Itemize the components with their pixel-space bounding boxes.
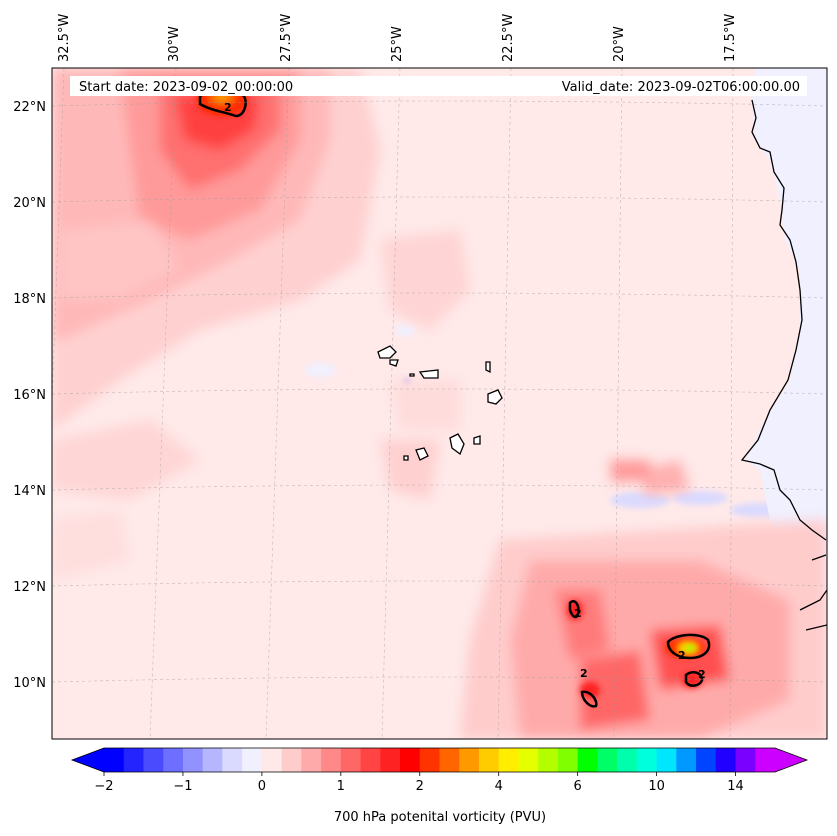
colorbar-segment bbox=[636, 748, 658, 772]
cape-verde-islands bbox=[377, 345, 503, 461]
map-frame bbox=[51, 67, 828, 740]
colorbar-segment bbox=[755, 748, 776, 772]
colorbar-segment bbox=[261, 748, 283, 772]
colorbar-segment bbox=[538, 748, 559, 772]
colorbar-segment bbox=[518, 748, 539, 772]
colorbar-segment bbox=[676, 748, 697, 772]
colorbar-segment bbox=[242, 748, 263, 772]
lon-label: 22.5°W bbox=[501, 14, 516, 62]
lat-label: 22°N bbox=[13, 100, 46, 115]
colorbar-segment bbox=[735, 748, 756, 772]
contour-label: 2 bbox=[678, 649, 686, 662]
start-date-label: Start date: 2023-09-02_00:00:00 bbox=[79, 80, 293, 95]
colorbar-tick-label: 2 bbox=[416, 779, 424, 794]
colorbar-segment bbox=[715, 748, 737, 772]
colorbar-segment bbox=[163, 748, 184, 772]
colorbar-segment bbox=[696, 748, 717, 772]
lat-label: 16°N bbox=[13, 388, 46, 403]
valid-date-label: Valid_date: 2023-09-02T06:00:00.00 bbox=[562, 80, 800, 95]
colorbar-extend-max bbox=[775, 748, 807, 772]
coastline-africa bbox=[740, 99, 827, 631]
colorbar-segment bbox=[360, 748, 381, 772]
colorbar-segment bbox=[577, 748, 598, 772]
colorbar-extend-min bbox=[72, 748, 104, 772]
colorbar-segment bbox=[182, 748, 204, 772]
colorbar-tick-label: −1 bbox=[173, 779, 192, 794]
colorbar-tick-label: 6 bbox=[574, 779, 582, 794]
graticule bbox=[52, 68, 827, 739]
pv-field-northwest bbox=[52, 68, 380, 580]
colorbar-segment bbox=[104, 748, 125, 772]
colorbar-segment bbox=[222, 748, 243, 772]
pv-contours-2-southeast bbox=[568, 599, 711, 708]
lon-label: 32.5°W bbox=[57, 14, 72, 62]
colorbar-ticks: −2 −1 0 1 2 4 6 10 14 bbox=[94, 772, 744, 794]
lat-label: 12°N bbox=[13, 580, 46, 595]
colorbar-segment bbox=[557, 748, 579, 772]
colorbar-segment bbox=[321, 748, 342, 772]
longitude-labels: 32.5°W 30°W 27.5°W 25°W 22.5°W 20°W 17.5… bbox=[57, 14, 738, 62]
lon-label: 17.5°W bbox=[723, 14, 738, 62]
colorbar-segment bbox=[400, 748, 421, 772]
colorbar-tick-label: 4 bbox=[495, 779, 503, 794]
colorbar-segment bbox=[419, 748, 440, 772]
colorbar-segment bbox=[340, 748, 362, 772]
colorbar-tick-label: 1 bbox=[337, 779, 345, 794]
contour-label: 2 bbox=[224, 101, 232, 114]
lat-label: 10°N bbox=[13, 676, 46, 691]
colorbar-segment bbox=[459, 748, 480, 772]
colorbar-tick-label: 0 bbox=[258, 779, 266, 794]
contour-label: 2 bbox=[698, 668, 706, 681]
colorbar-segment bbox=[478, 748, 500, 772]
header-box bbox=[70, 76, 807, 96]
colorbar-segment bbox=[656, 748, 677, 772]
lon-label: 25°W bbox=[390, 26, 405, 62]
colorbar-segment bbox=[143, 748, 164, 772]
colorbar-segment bbox=[597, 748, 618, 772]
latitude-labels: 22°N 20°N 18°N 16°N 14°N 12°N 10°N bbox=[13, 100, 46, 691]
colorbar-tick-label: 10 bbox=[648, 779, 665, 794]
colorbar-segment bbox=[123, 748, 144, 772]
colorbar-segment bbox=[301, 748, 322, 772]
contour-label: 2 bbox=[574, 607, 582, 620]
colorbar-outline bbox=[70, 747, 809, 773]
contour-label: 2 bbox=[580, 667, 588, 680]
colorbar-segments bbox=[104, 748, 776, 772]
lat-label: 20°N bbox=[13, 196, 46, 211]
lat-label: 14°N bbox=[13, 484, 46, 499]
colorbar-tick-label: −2 bbox=[94, 779, 113, 794]
lon-label: 20°W bbox=[612, 26, 627, 62]
colorbar-segment bbox=[380, 748, 401, 772]
pv-field-central bbox=[380, 230, 470, 500]
colorbar: −2 −1 0 1 2 4 6 10 14 700 hPa potenital vorticit… bbox=[70, 747, 809, 825]
colorbar-segment bbox=[281, 748, 302, 772]
colorbar-segment bbox=[439, 748, 460, 772]
lon-label: 27.5°W bbox=[279, 14, 294, 62]
colorbar-segment bbox=[202, 748, 223, 772]
map-panel: 2 2 2 2 2 bbox=[52, 68, 827, 739]
lon-label: 30°W bbox=[167, 26, 182, 62]
colorbar-segment bbox=[617, 748, 638, 772]
colorbar-title: 700 hPa potenital vorticity (PVU) bbox=[334, 810, 546, 825]
lat-label: 18°N bbox=[13, 292, 46, 307]
colorbar-tick-label: 14 bbox=[727, 779, 744, 794]
colorbar-segment bbox=[498, 748, 519, 772]
